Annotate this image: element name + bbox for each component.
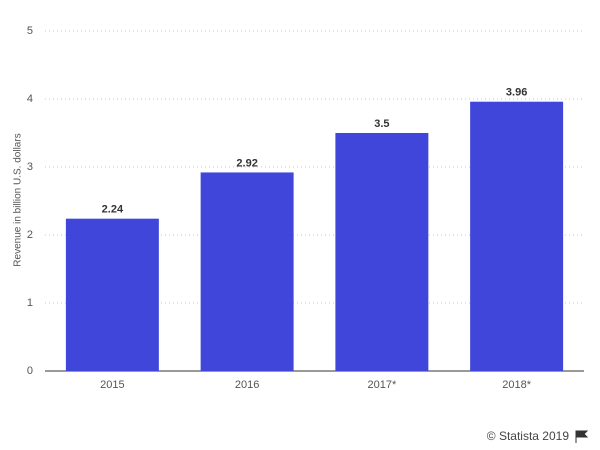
- bar: [335, 133, 429, 371]
- y-tick-label: 1: [27, 297, 33, 309]
- y-tick-label: 5: [27, 25, 33, 37]
- x-tick-label: 2015: [100, 379, 124, 391]
- bar: [470, 101, 564, 371]
- source: © Statista 2019: [487, 429, 570, 443]
- value-label: 2.24: [102, 204, 124, 216]
- bar: [65, 218, 159, 371]
- y-tick-label: 4: [27, 93, 33, 105]
- flag-icon: [575, 430, 589, 443]
- y-tick-label: 2: [27, 229, 33, 241]
- bar: [200, 172, 294, 371]
- y-tick-label: 0: [27, 365, 33, 377]
- x-tick-label: 2016: [235, 379, 259, 391]
- value-label: 3.96: [506, 87, 527, 99]
- value-label: 3.5: [374, 118, 389, 130]
- y-tick-label: 3: [27, 161, 33, 173]
- x-tick-label: 2017*: [367, 379, 396, 391]
- y-axis-label: Revenue in billion U.S. dollars: [13, 133, 24, 266]
- value-label: 2.92: [236, 157, 257, 169]
- x-tick-label: 2018*: [502, 379, 531, 391]
